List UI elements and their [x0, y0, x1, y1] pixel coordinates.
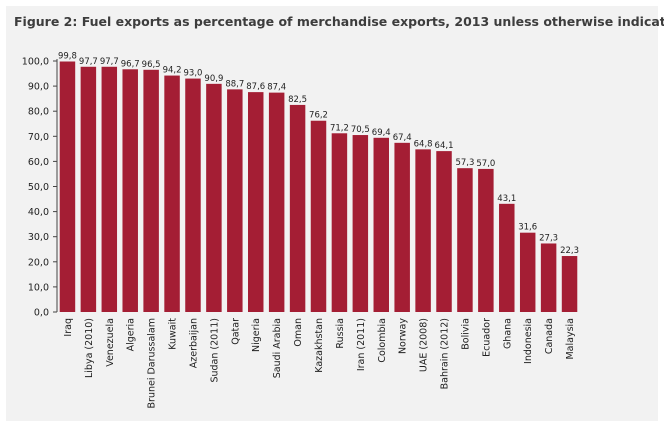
- bar: [101, 66, 118, 312]
- bar: [478, 168, 494, 312]
- chart-title: Figure 2: Fuel exports as percentage of …: [14, 14, 664, 29]
- y-tick-label: 40,0: [28, 207, 49, 218]
- bar: [289, 104, 306, 312]
- bar-value-label: 22,3: [560, 246, 579, 256]
- x-category-label: Colombia: [377, 318, 388, 363]
- bar: [436, 151, 452, 312]
- bar-value-label: 88,7: [225, 79, 244, 89]
- bar-value-label: 82,5: [288, 95, 307, 105]
- x-category-label: Norway: [398, 318, 409, 354]
- bar-value-label: 31,6: [518, 223, 537, 233]
- bar: [394, 142, 410, 312]
- x-category-label: Indonesia: [523, 318, 534, 364]
- x-category-label: Sudan (2011): [209, 318, 220, 383]
- bar: [268, 92, 285, 312]
- x-category-label: Qatar: [230, 318, 241, 345]
- bar-value-label: 96,5: [142, 60, 161, 70]
- bar-value-label: 93,0: [184, 69, 203, 79]
- bar: [352, 135, 369, 312]
- y-tick-label: 100,0: [22, 57, 49, 68]
- x-category-label: Bolivia: [460, 318, 471, 350]
- y-tick-label: 70,0: [28, 132, 49, 143]
- bar: [373, 137, 390, 312]
- x-category-label: Brunei Darussalam: [147, 318, 158, 408]
- bar: [143, 69, 159, 312]
- x-category-label: Oman: [293, 318, 304, 347]
- bar: [457, 168, 473, 312]
- x-category-label: Venezuela: [105, 318, 116, 367]
- bar-value-label: 57,3: [455, 158, 474, 168]
- x-category-label: Algeria: [126, 318, 137, 351]
- y-tick-label: 50,0: [28, 182, 49, 193]
- x-category-label: Ghana: [502, 318, 513, 349]
- bar-value-label: 69,4: [372, 128, 391, 138]
- x-category-label: UAE (2008): [419, 318, 430, 372]
- x-category-label: Kazakhstan: [314, 318, 325, 373]
- bar: [59, 61, 76, 312]
- bar: [310, 120, 327, 312]
- bar-value-label: 99,8: [58, 52, 77, 62]
- x-category-label: Iraq: [63, 318, 74, 337]
- bar: [415, 149, 431, 312]
- bar-value-label: 71,2: [330, 123, 349, 133]
- bar-value-label: 64,8: [414, 139, 433, 149]
- bar: [519, 232, 536, 312]
- x-category-label: Saudi Arabia: [272, 318, 283, 378]
- bar-value-label: 70,5: [351, 125, 370, 135]
- bar: [80, 66, 97, 312]
- bar-value-label: 94,2: [163, 66, 182, 76]
- bar: [247, 92, 264, 313]
- bar-value-label: 43,1: [497, 194, 516, 204]
- x-category-label: Kuwait: [168, 318, 179, 350]
- bar: [206, 83, 222, 312]
- bar-value-label: 27,3: [539, 233, 558, 243]
- x-category-label: Bahrain (2012): [440, 318, 451, 389]
- x-category-label: Ecuador: [481, 318, 492, 357]
- y-tick-label: 30,0: [28, 232, 49, 243]
- y-tick-label: 10,0: [28, 282, 49, 293]
- bar: [331, 133, 348, 312]
- bar-value-label: 97,7: [100, 57, 119, 67]
- y-tick-label: 20,0: [28, 257, 49, 268]
- x-category-label: Nigeria: [251, 318, 262, 352]
- bar: [227, 89, 243, 312]
- bar-value-label: 87,4: [267, 83, 286, 93]
- bar: [540, 243, 557, 312]
- bar: [185, 78, 201, 312]
- x-category-label: Azerbaijan: [188, 318, 199, 368]
- bar: [561, 256, 578, 312]
- bar: [499, 203, 515, 312]
- x-category-label: Russia: [335, 318, 346, 349]
- bar-value-label: 64,1: [435, 141, 454, 151]
- y-tick-label: 0,0: [34, 308, 49, 319]
- bar-value-label: 87,6: [246, 82, 265, 92]
- x-category-label: Libya (2010): [84, 318, 95, 378]
- x-category-label: Canada: [544, 318, 555, 354]
- x-category-label: Malaysia: [565, 318, 576, 360]
- bar: [122, 69, 138, 313]
- y-tick-label: 90,0: [28, 82, 49, 93]
- bar-value-label: 57,0: [476, 159, 495, 169]
- bar-value-label: 96,7: [121, 59, 140, 69]
- bar-value-label: 67,4: [393, 133, 412, 143]
- bar-value-label: 97,7: [79, 57, 98, 67]
- bar: [164, 75, 180, 312]
- bar-value-label: 90,9: [204, 74, 223, 84]
- x-category-label: Iran (2011): [356, 318, 367, 371]
- bar-value-label: 76,2: [309, 111, 328, 121]
- y-tick-label: 80,0: [28, 107, 49, 118]
- y-tick-label: 60,0: [28, 157, 49, 168]
